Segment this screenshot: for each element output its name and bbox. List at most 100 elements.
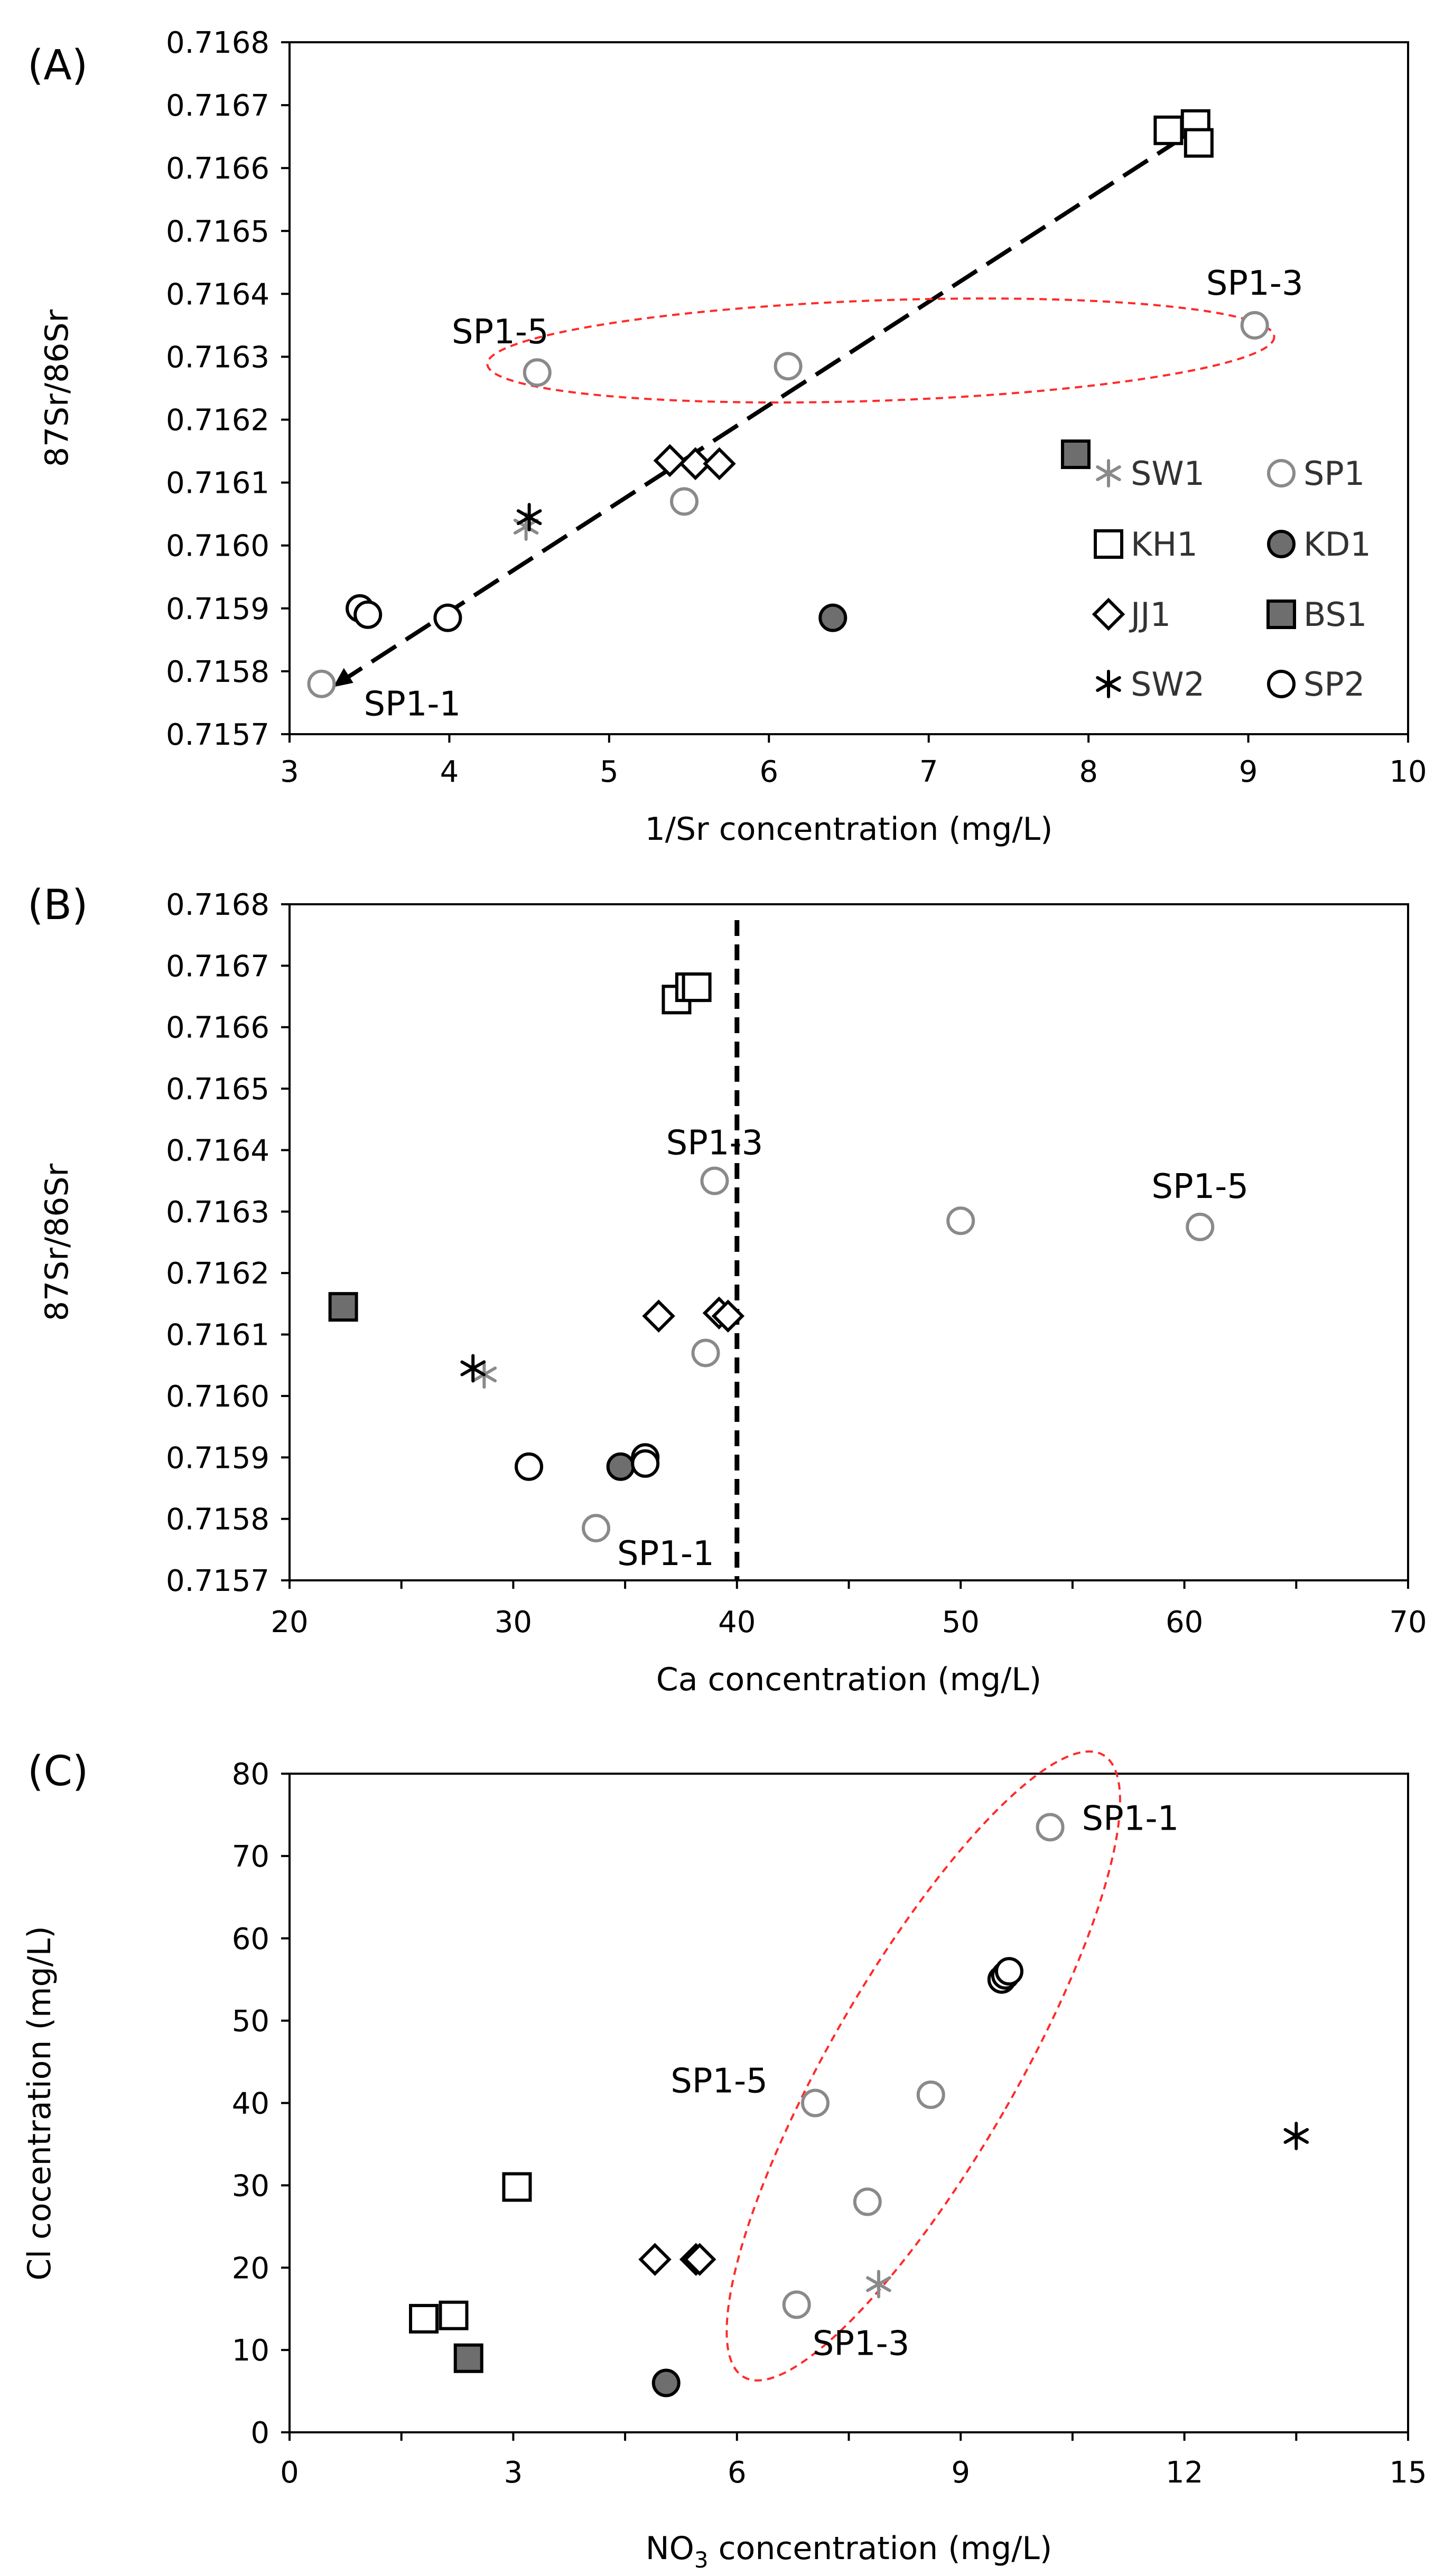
y-tick-label: 0.7157 — [166, 718, 269, 752]
y-tick-label: 0.7159 — [166, 1441, 269, 1475]
x-tick-label: 8 — [1079, 755, 1098, 789]
plot-area-frame — [288, 903, 1409, 1581]
legend-marker-sp2 — [1267, 670, 1296, 698]
x-tick-label: 6 — [728, 2456, 747, 2490]
x-axis-label: NO3 concentration (mg/L) — [646, 2530, 1053, 2573]
x-tick-label: 9 — [951, 2456, 970, 2490]
y-tick-label: 0.7166 — [166, 152, 269, 186]
x-tick-label: 10 — [1389, 755, 1427, 789]
y-tick-label: 30 — [232, 2169, 269, 2203]
data-point-sp1 — [774, 352, 803, 381]
y-tick-label: 0.7158 — [166, 655, 269, 689]
y-tick-label: 0.7160 — [166, 529, 269, 564]
data-point-kh1 — [1153, 115, 1184, 145]
data-point-sp2 — [353, 600, 383, 629]
highlight-ellipse — [725, 1750, 1121, 2382]
legend-label: KH1 — [1131, 525, 1198, 564]
y-tick-label: 0.7161 — [166, 1318, 269, 1353]
plot-area-frame — [288, 41, 1409, 735]
data-point-sw2 — [516, 503, 542, 532]
data-point-sp2 — [433, 603, 462, 632]
legend-marker-bs1 — [1266, 599, 1296, 629]
data-point-sw2 — [1283, 2121, 1309, 2150]
legend-marker-sw2 — [1096, 670, 1121, 698]
x-tick-label: 20 — [271, 1605, 308, 1640]
annotation-label: SP1-1 — [364, 685, 461, 724]
y-tick-label: 0.7168 — [166, 888, 269, 922]
x-tick-label: 40 — [718, 1605, 756, 1640]
x-axis-label-part: NO — [646, 2530, 694, 2567]
x-tick-label: 4 — [440, 755, 459, 789]
annotation-label: SP1-5 — [452, 313, 549, 352]
data-point-jj1 — [703, 447, 736, 481]
x-tick-label: 60 — [1166, 1605, 1203, 1640]
annotation-label: SP1-3 — [813, 2324, 910, 2363]
data-point-jj1 — [683, 2243, 716, 2276]
data-point-sp1 — [916, 2080, 945, 2109]
y-tick-label: 0.7166 — [166, 1011, 269, 1045]
data-point-bs1 — [328, 1292, 358, 1322]
data-point-sp1 — [853, 2187, 882, 2216]
data-point-sp2 — [994, 1957, 1023, 1986]
data-point-sp1 — [669, 487, 698, 516]
x-axis-label: Ca concentration (mg/L) — [656, 1661, 1041, 1698]
y-tick-label: 0.7161 — [166, 466, 269, 501]
legend-marker-kh1 — [1094, 529, 1123, 559]
y-tick-label: 0.7163 — [166, 340, 269, 374]
data-point-sp1 — [1186, 1212, 1215, 1241]
y-axis-label: 87Sr/86Sr — [39, 1163, 76, 1321]
chart-panel-3: 0 10 20 30 40 50 60 70 80 0 3 6 9 12 15 Cl cocentration… — [21, 1748, 1427, 2573]
legend-label: SP2 — [1303, 665, 1365, 704]
data-point-kd1 — [818, 603, 847, 632]
data-point-sp1 — [691, 1338, 720, 1367]
data-point-jj1 — [642, 1299, 675, 1333]
y-tick-label: 20 — [232, 2251, 269, 2285]
chart-panel-2: 0.7157 0.7158 0.7159 0.7160 0.7161 0.7162 0.71… — [27, 882, 1427, 1698]
x-tick-label: 3 — [280, 755, 299, 789]
legend-marker-sp1 — [1267, 459, 1296, 488]
data-point-sp1 — [800, 2088, 830, 2118]
panel-label: (B) — [27, 882, 88, 929]
data-point-sw1 — [866, 2270, 891, 2299]
data-point-bs1 — [1060, 439, 1091, 470]
y-tick-label: 0.7159 — [166, 592, 269, 626]
legend-label: BS1 — [1303, 595, 1367, 634]
data-point-kh1 — [439, 2300, 469, 2330]
y-axis-label: 87Sr/86Sr — [39, 309, 76, 467]
annotation-label: SP1-1 — [1082, 1799, 1179, 1838]
y-tick-label: 60 — [232, 1922, 269, 1956]
data-point-kh1 — [1184, 128, 1214, 158]
legend-label: SW1 — [1131, 454, 1205, 493]
panel-label: (A) — [27, 42, 88, 89]
legend-marker-kd1 — [1267, 530, 1296, 558]
legend-marker-sw1 — [1096, 459, 1121, 488]
y-tick-label: 0.7167 — [166, 89, 269, 123]
data-point-sp1 — [307, 669, 336, 698]
data-point-kh1 — [502, 2172, 532, 2202]
data-point-sp2 — [515, 1452, 544, 1481]
legend-label: JJ1 — [1129, 595, 1171, 634]
annotation-label: SP1-5 — [1151, 1167, 1249, 1206]
chart-panel-1: 0.7157 0.7158 0.7159 0.7160 0.7161 0.7162 0.71… — [27, 26, 1427, 848]
y-tick-label: 0.7165 — [166, 1072, 269, 1107]
data-point-jj1 — [653, 444, 687, 477]
y-tick-label: 0 — [250, 2416, 269, 2450]
y-axis-label: Cl cocentration (mg/L) — [21, 1926, 58, 2280]
data-point-kd1 — [606, 1452, 635, 1481]
annotation-label: SP1-3 — [666, 1124, 763, 1163]
data-point-sp1 — [946, 1206, 975, 1235]
x-tick-label: 15 — [1389, 2456, 1427, 2490]
y-tick-label: 0.7167 — [166, 949, 269, 983]
y-tick-label: 0.7158 — [166, 1503, 269, 1537]
data-point-sw2 — [460, 1354, 486, 1383]
y-tick-label: 0.7163 — [166, 1195, 269, 1230]
x-tick-label: 30 — [495, 1605, 532, 1640]
data-point-bs1 — [453, 2343, 483, 2373]
data-point-sp2 — [631, 1449, 660, 1478]
y-tick-label: 0.7164 — [166, 1134, 269, 1168]
legend-label: KD1 — [1303, 525, 1371, 564]
data-point-sp1 — [523, 358, 552, 387]
annotation-label: SP1-5 — [670, 2062, 768, 2101]
x-tick-label: 7 — [919, 755, 938, 789]
